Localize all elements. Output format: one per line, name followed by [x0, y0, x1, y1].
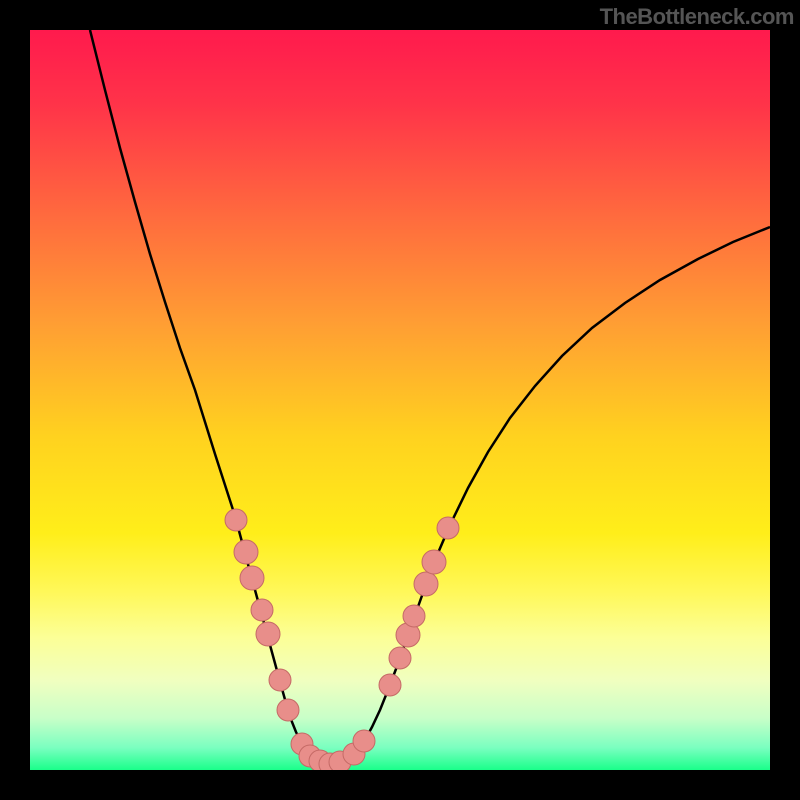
data-marker	[379, 674, 401, 696]
data-marker	[269, 669, 291, 691]
data-marker	[251, 599, 273, 621]
chart-svg	[30, 30, 770, 770]
data-marker	[240, 566, 264, 590]
chart-frame: TheBottleneck.com	[0, 0, 800, 800]
data-marker	[437, 517, 459, 539]
data-marker	[277, 699, 299, 721]
data-marker	[422, 550, 446, 574]
plot-area	[30, 30, 770, 770]
data-marker	[225, 509, 247, 531]
data-marker	[234, 540, 258, 564]
data-marker	[403, 605, 425, 627]
data-marker	[353, 730, 375, 752]
data-marker	[389, 647, 411, 669]
data-marker	[256, 622, 280, 646]
data-marker	[414, 572, 438, 596]
watermark-text: TheBottleneck.com	[600, 4, 794, 30]
